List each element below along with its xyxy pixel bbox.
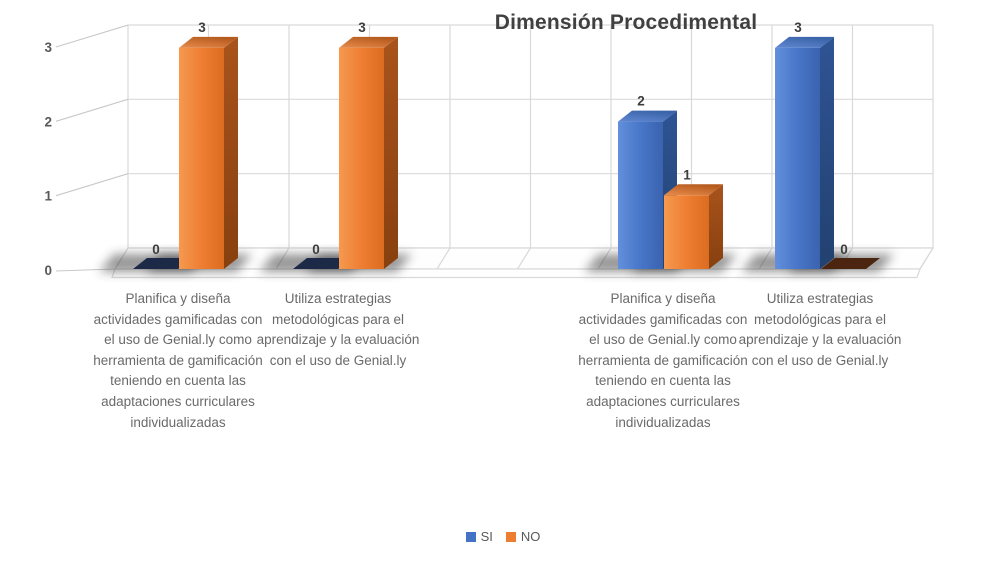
- data-label: 3: [198, 20, 206, 35]
- y-axis-tick-label: 0: [44, 263, 52, 278]
- data-label: 0: [152, 242, 160, 257]
- bar-si-group2: [293, 258, 352, 269]
- legend-item-no: NO: [505, 529, 541, 544]
- bar-no-group1: [179, 36, 238, 270]
- bar-si-group1: [133, 258, 192, 269]
- legend-item-si: SI: [465, 529, 493, 544]
- legend-swatch-si: [465, 531, 476, 542]
- bar-si-group4: [775, 36, 834, 270]
- bar-no-group3: [664, 184, 723, 269]
- data-label: 0: [840, 242, 848, 257]
- data-label: 0: [312, 242, 320, 257]
- chart-legend: SI NO: [0, 529, 1006, 544]
- y-axis-tick-label: 3: [44, 40, 52, 55]
- data-label: 1: [683, 167, 691, 182]
- legend-label-no: NO: [520, 529, 541, 544]
- chart-title: Dimensión Procedimental: [494, 11, 758, 34]
- y-axis-tick-label: 2: [44, 114, 52, 129]
- y-axis-tick-label: 1: [44, 189, 52, 204]
- bar-no-group4: [821, 258, 880, 269]
- legend-swatch-no: [505, 531, 516, 542]
- data-label: 3: [358, 20, 366, 35]
- data-label: 3: [794, 20, 802, 35]
- legend-label-si: SI: [480, 529, 493, 544]
- bar-no-group2: [339, 36, 398, 270]
- data-label: 2: [637, 94, 645, 109]
